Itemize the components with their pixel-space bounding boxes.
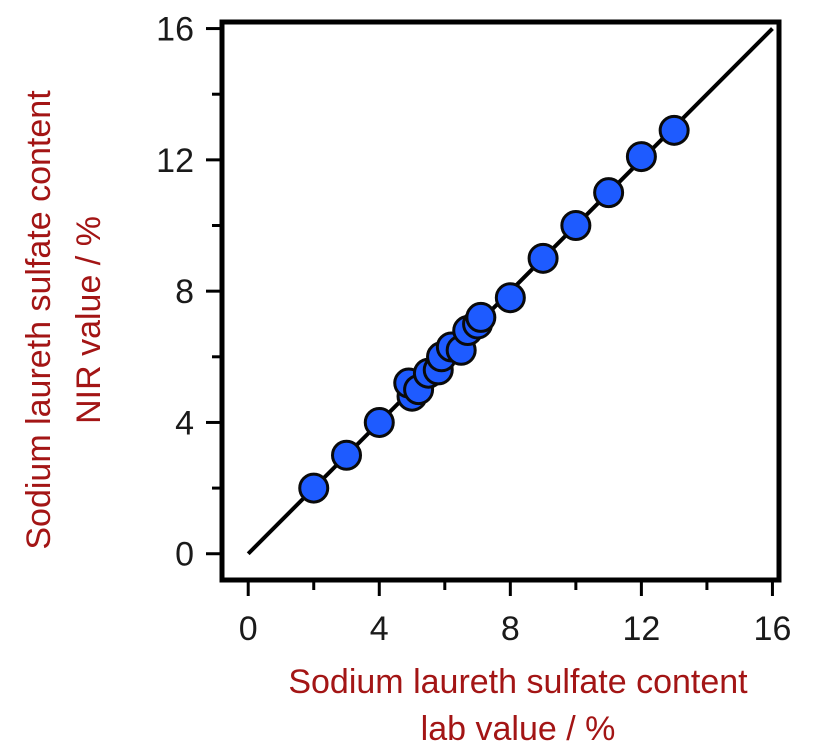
x-tick-label: 16 [754,610,792,648]
data-point [363,406,395,438]
y-axis-ticks: 0 4 8 12 16 [156,11,222,574]
data-point [625,141,657,173]
x-tick-label: 0 [239,610,258,648]
x-axis-label-line-1: Sodium laureth sulfate content [288,663,748,701]
y-axis-label-line-2: NIR value / % [70,216,108,424]
data-points [298,114,690,504]
data-point [465,301,497,333]
x-tick-label: 4 [370,610,389,648]
data-point [593,177,625,209]
data-point [658,114,690,146]
data-point [527,242,559,274]
y-tick-label: 4 [175,404,194,442]
y-tick-label: 8 [175,273,194,311]
data-point [560,210,592,242]
plot-area-frame [219,19,782,583]
x-axis-ticks: 0 4 8 12 16 [239,580,792,648]
y-axis-label-line-1: Sodium laureth sulfate content [20,90,58,550]
data-point [298,472,330,504]
x-axis-label-line-2: lab value / % [421,710,616,748]
y-tick-label: 16 [156,11,194,49]
data-point [494,282,526,314]
x-tick-label: 12 [622,610,660,648]
data-point [331,439,363,471]
x-tick-label: 8 [501,610,520,648]
y-tick-label: 0 [175,536,194,574]
y-tick-label: 12 [156,142,194,180]
